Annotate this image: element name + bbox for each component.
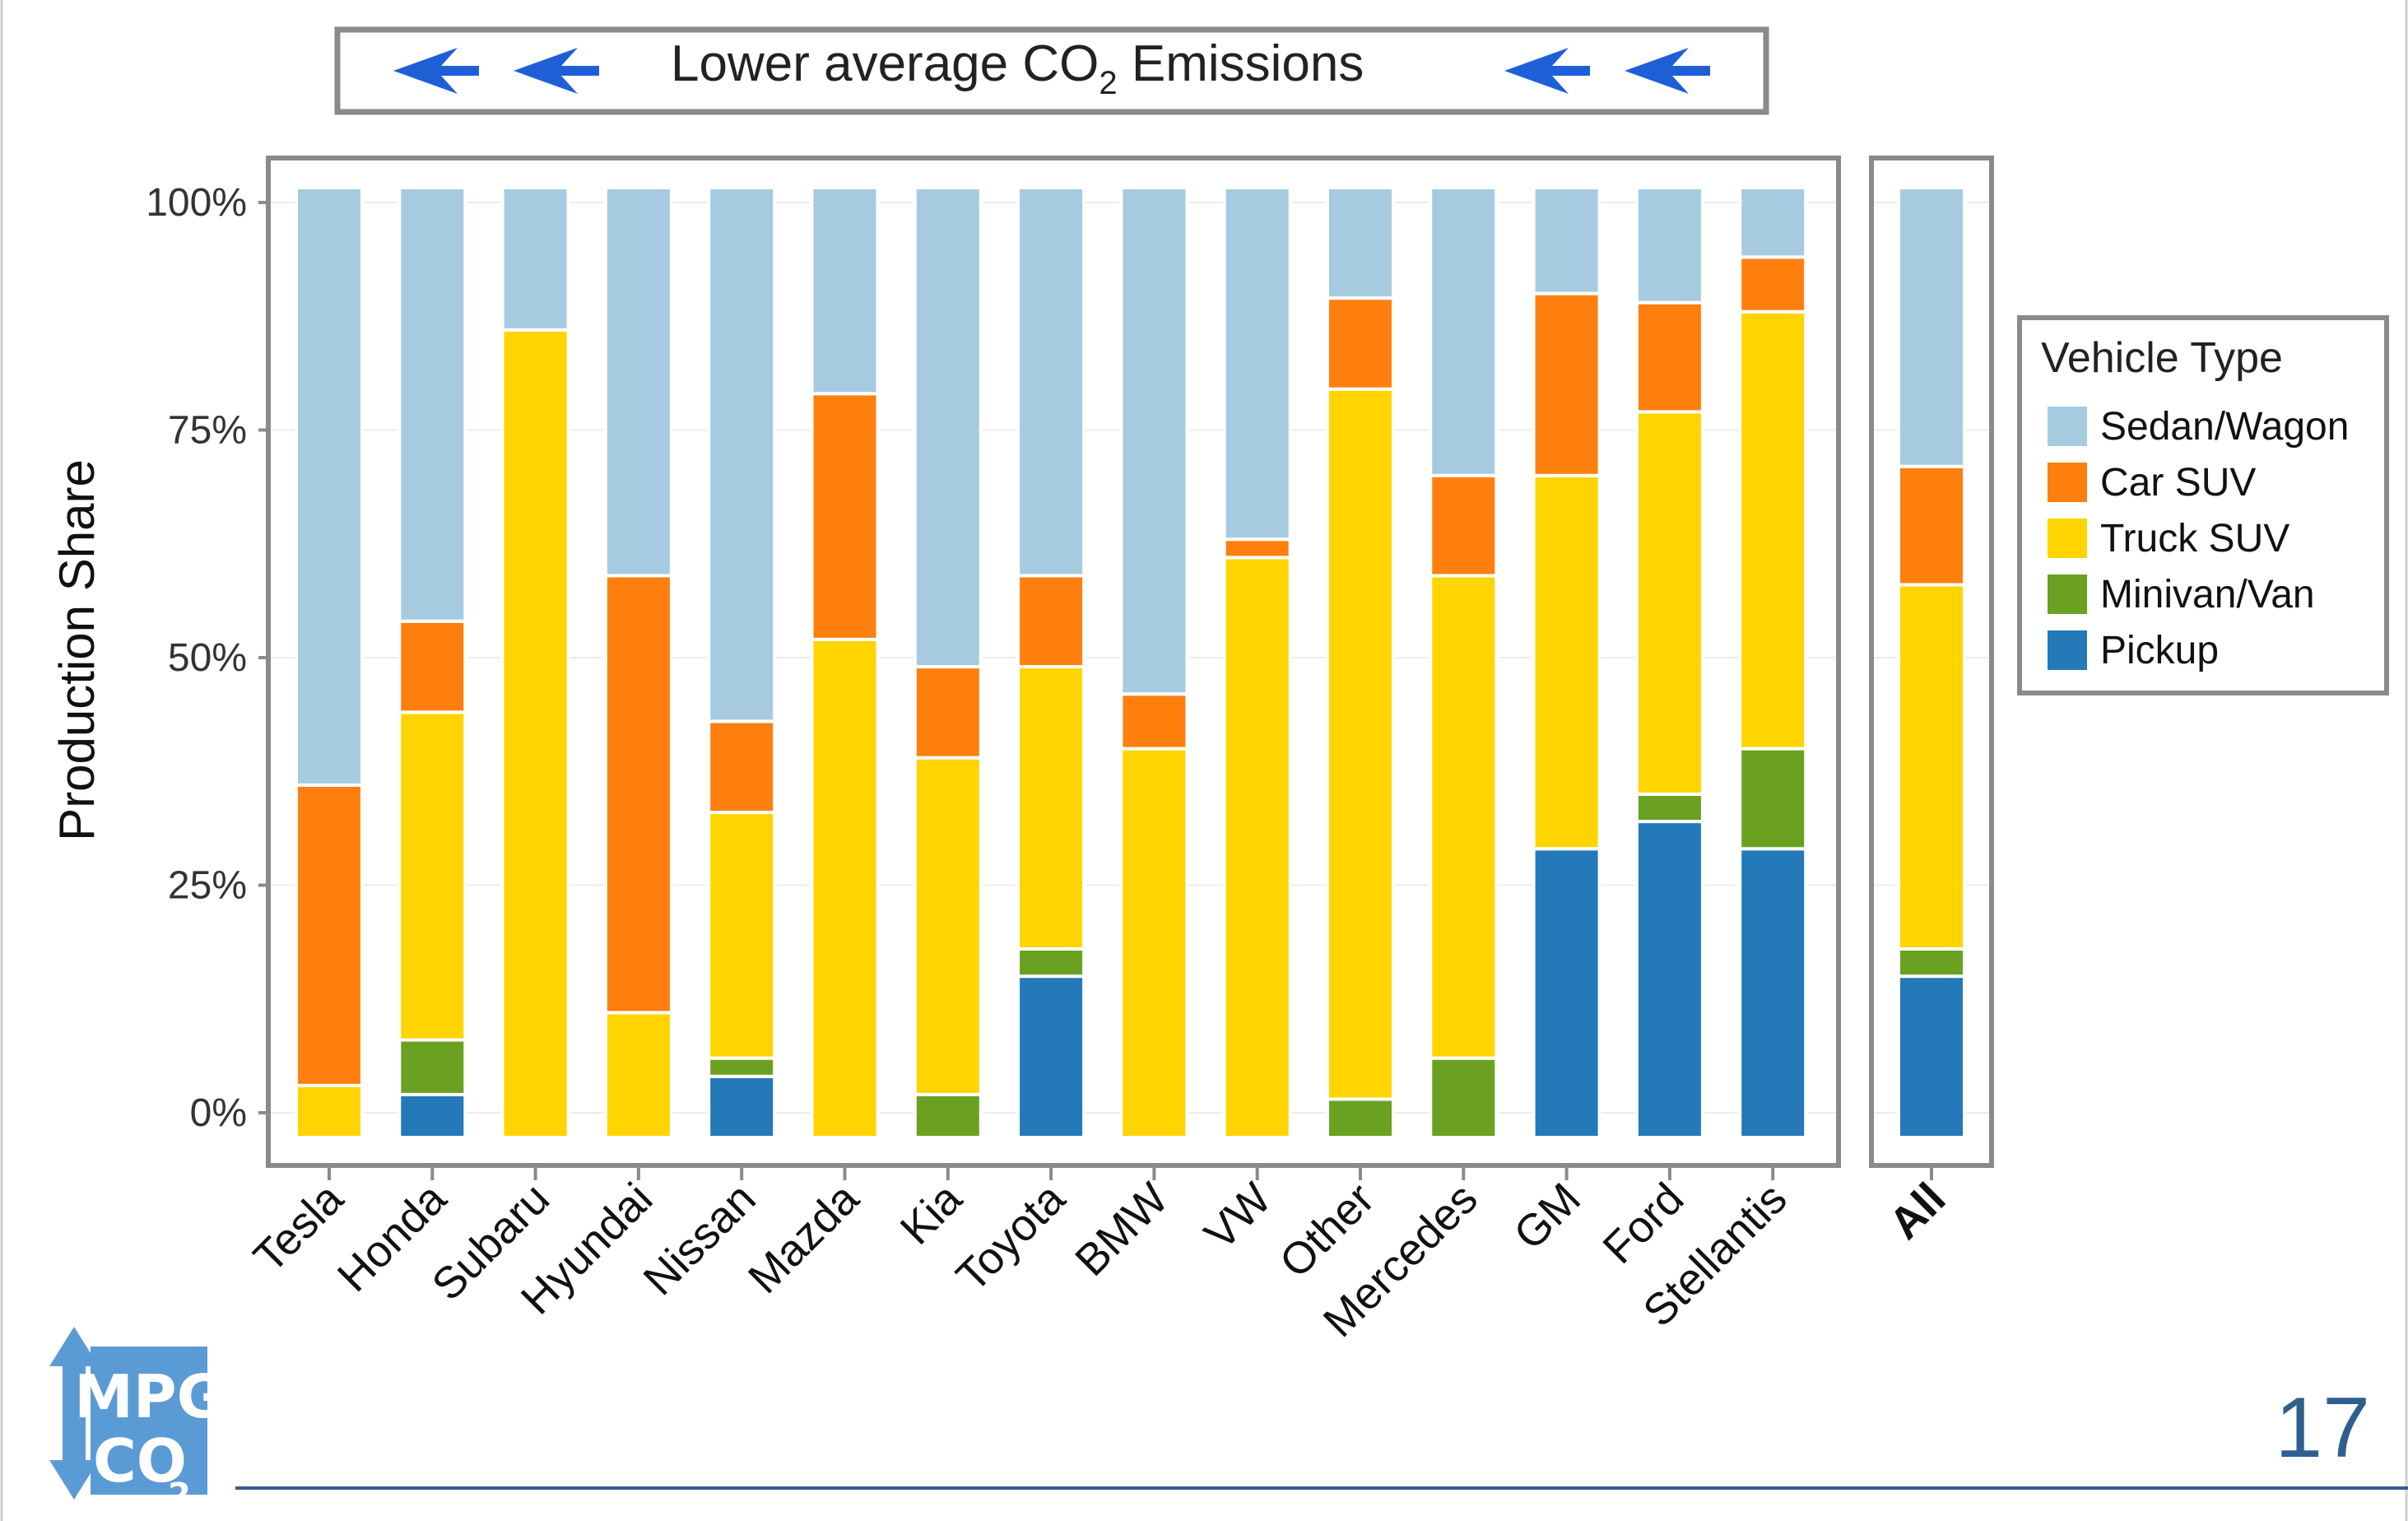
bar-segment (500, 328, 570, 1139)
legend-item-label: Pickup (2100, 629, 2219, 672)
bar-segment (707, 811, 777, 1060)
logo-text-mpg: MPG (74, 1362, 225, 1431)
legend-swatch (2048, 574, 2087, 614)
bar-segment (397, 1038, 467, 1096)
logo-arrow-icon (49, 1327, 99, 1500)
logo-text-co: CO (93, 1426, 187, 1495)
bar-segment (397, 1092, 467, 1140)
bar-segment (1738, 847, 1808, 1139)
bar-segment (1119, 692, 1189, 751)
bar-segment (500, 186, 570, 332)
bar-segment (1429, 186, 1499, 477)
all-bar-segment (1897, 974, 1966, 1139)
bar-segment (1738, 309, 1808, 751)
bar-segment (707, 1056, 777, 1078)
bar-segment (1119, 747, 1189, 1139)
bar-segment (1326, 1097, 1395, 1140)
legend-swatch (2048, 463, 2087, 502)
legend: Vehicle Type Sedan/Wagon Car SUV Truck SUV… (2017, 315, 2389, 695)
legend-title: Vehicle Type (2041, 334, 2283, 382)
bar-segment (1016, 665, 1086, 951)
y-tick-label: 0% (190, 1091, 247, 1135)
all-panel-bars (1897, 186, 1966, 1139)
bar-segment (397, 619, 467, 714)
bar-segment (1532, 186, 1601, 295)
bar-segment (1429, 1056, 1499, 1140)
bar-segment (707, 719, 777, 815)
legend-item-label: Car SUV (2100, 461, 2256, 505)
y-tick-label: 100% (146, 181, 247, 225)
legend-swatch (2048, 407, 2087, 446)
all-bar-segment (1897, 464, 1966, 587)
bar-segment (707, 1074, 777, 1140)
bar-segment (1738, 186, 1808, 259)
bars (295, 186, 1808, 1140)
legend-swatch (2048, 630, 2087, 670)
bar-segment (295, 1083, 364, 1139)
bar-segment (295, 186, 364, 787)
bar-segment (1634, 792, 1704, 824)
logo-text-sub: 2 (168, 1477, 191, 1514)
logo-box (91, 1347, 207, 1495)
legend-swatch (2048, 519, 2087, 558)
bar-segment (1326, 387, 1395, 1101)
bar-segment (1016, 186, 1086, 578)
banner-title: Lower average CO2 Emissions (671, 35, 1364, 101)
y-tick-label: 50% (168, 636, 247, 680)
bar-segment (810, 186, 880, 396)
left-arrow-icon (393, 48, 599, 94)
all-bar-segment (1897, 583, 1966, 951)
emissions-banner: Lower average CO2 Emissions (334, 26, 1769, 115)
bar-segment (1532, 473, 1601, 851)
bar-segment (397, 186, 467, 623)
bar-segment (603, 574, 673, 1015)
bar-segment (1634, 410, 1704, 796)
bar-segment (810, 637, 880, 1139)
bar-segment (1222, 537, 1292, 560)
y-tick-label: 25% (168, 864, 247, 908)
y-tick-label: 75% (168, 409, 247, 453)
bar-segment (1634, 186, 1704, 305)
bar-segment (1016, 574, 1086, 669)
bar-segment (1016, 974, 1086, 1139)
bar-segment (1326, 296, 1395, 391)
bar-segment (810, 392, 880, 641)
bar-segment (913, 186, 983, 669)
bar-segment (1532, 847, 1601, 1139)
bar-segment (1222, 556, 1292, 1139)
bar-segment (707, 186, 777, 723)
y-axis-title: Production Share (49, 459, 105, 841)
bar-segment (1738, 747, 1808, 851)
bar-segment (1634, 300, 1704, 414)
bar-segment (1326, 186, 1395, 300)
bar-segment (1738, 255, 1808, 314)
legend-item-label: Sedan/Wagon (2100, 405, 2349, 449)
page-number: 17 (2275, 1380, 2370, 1476)
bar-segment (1222, 186, 1292, 542)
bar-segment (913, 665, 983, 760)
bar-segment (603, 1011, 673, 1139)
bar-segment (397, 710, 467, 1042)
bar-segment (1429, 574, 1499, 1060)
legend-item-label: Truck SUV (2100, 517, 2289, 560)
bar-segment (913, 1092, 983, 1140)
all-bar-segment (1897, 947, 1966, 979)
bar-segment (1532, 291, 1601, 477)
bar-segment (1119, 186, 1189, 696)
bar-segment (1634, 820, 1704, 1140)
mpg-co2-logo: MPG CO 2 (49, 1327, 225, 1514)
bar-segment (913, 756, 983, 1096)
bar-segment (295, 783, 364, 1087)
legend-item-label: Minivan/Van (2100, 573, 2315, 616)
bar-segment (603, 186, 673, 578)
y-axis: 0% 25% 50% 75% 100% (146, 181, 271, 1135)
bar-segment (1016, 947, 1086, 979)
bar-segment (1429, 473, 1499, 578)
all-bar-segment (1897, 186, 1966, 468)
right-arrow-icon (1504, 48, 1710, 94)
